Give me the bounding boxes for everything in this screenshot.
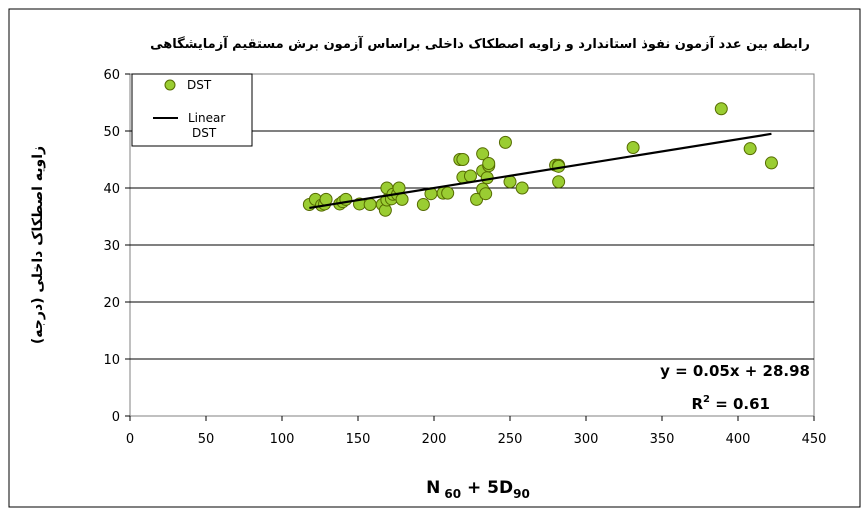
r-squared-sup: 2 xyxy=(703,394,710,405)
data-point-24 xyxy=(456,153,470,166)
r-squared-base: R xyxy=(691,395,703,413)
data-point-40 xyxy=(552,175,566,189)
legend-label-linear: Linear DST xyxy=(188,111,229,140)
data-point-37 xyxy=(515,181,529,195)
data-point-18 xyxy=(395,192,409,206)
x-tick-label-450: 450 xyxy=(802,432,827,447)
data-point-29 xyxy=(476,147,490,161)
y-tick-label-10: 10 xyxy=(103,353,120,368)
data-point-9 xyxy=(363,198,377,212)
y-tick-label-40: 40 xyxy=(103,182,120,197)
legend-label-linear-line2: DST xyxy=(192,126,217,140)
data-point-26 xyxy=(463,169,477,183)
data-marks xyxy=(302,102,778,217)
y-tick-label-30: 30 xyxy=(103,239,120,254)
data-point-31 xyxy=(479,187,493,201)
y-tick-label-50: 50 xyxy=(103,125,120,140)
legend: DST Linear DST xyxy=(131,73,253,147)
trendline-equation: y = 0.05x + 28.98 xyxy=(660,362,810,380)
x-axis-label-base: N xyxy=(426,478,440,498)
legend-box xyxy=(131,73,253,147)
x-tick-label-400: 400 xyxy=(726,432,751,447)
y-axis-label: زاویه اصطکاک داخلی (درجه) xyxy=(30,146,46,344)
x-tick-label-350: 350 xyxy=(650,432,675,447)
x-tick-label-300: 300 xyxy=(574,432,599,447)
data-point-42 xyxy=(626,141,640,155)
trendline xyxy=(309,132,772,210)
data-point-44 xyxy=(743,142,757,156)
x-tick-label-150: 150 xyxy=(346,432,371,447)
data-point-35 xyxy=(498,135,512,149)
data-point-43 xyxy=(714,102,728,116)
x-tick-label-100: 100 xyxy=(270,432,295,447)
legend-label-dst: DST xyxy=(187,78,212,92)
x-axis-label-mid: + 5D xyxy=(461,478,513,498)
data-point-45 xyxy=(764,156,778,170)
y-tick-label-20: 20 xyxy=(103,296,120,311)
x-tick-label-0: 0 xyxy=(126,432,134,447)
x-tick-label-50: 50 xyxy=(198,432,215,447)
x-axis-label-sub1: 60 xyxy=(444,487,461,501)
data-point-19 xyxy=(416,198,430,212)
x-axis-label-sub2: 90 xyxy=(513,487,530,501)
data-point-22 xyxy=(441,186,455,200)
x-axis: 0 50 100 150 200 250 300 350 400 450 xyxy=(126,416,827,447)
y-tick-label-60: 60 xyxy=(103,68,120,83)
y-tick-label-0: 0 xyxy=(112,410,120,425)
r-squared-rest: = 0.61 xyxy=(710,395,770,413)
x-tick-label-250: 250 xyxy=(498,432,523,447)
legend-marker-dst xyxy=(164,79,176,91)
x-axis-label: N 60 + 5D90 xyxy=(426,478,530,501)
legend-label-linear-line1: Linear xyxy=(188,111,225,125)
r-squared: R2 = 0.61 xyxy=(691,394,770,413)
data-point-34 xyxy=(482,156,496,170)
y-axis: 0 10 20 30 40 50 60 xyxy=(103,68,130,425)
chart-title: رابطه بین عدد آزمون نفوذ استاندارد و زاو… xyxy=(150,35,810,52)
x-tick-label-200: 200 xyxy=(422,432,447,447)
